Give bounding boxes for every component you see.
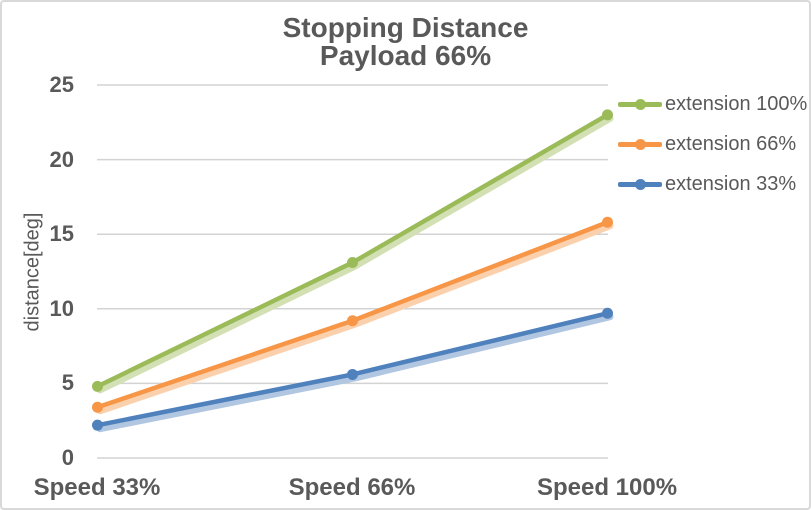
legend-line-dot-icon xyxy=(618,98,662,110)
data-point-marker xyxy=(347,368,358,380)
legend-item-extension-100: extension 100% xyxy=(618,84,809,124)
y-tick-label-25: 25 xyxy=(49,72,74,97)
y-tick-label-10: 10 xyxy=(49,296,74,321)
data-point-marker xyxy=(92,419,103,431)
y-tick-label-15: 15 xyxy=(49,221,74,246)
chart-title-line2: Payload 66% xyxy=(319,40,492,71)
legend-line-dot-icon xyxy=(618,138,662,150)
legend-label: extension 33% xyxy=(665,172,797,195)
x-tick-label-speed-33: Speed 33% xyxy=(33,474,161,501)
data-point-marker xyxy=(602,216,613,228)
x-tick-label-speed-66: Speed 66% xyxy=(288,474,416,501)
legend-line-dot-icon xyxy=(618,178,662,190)
legend: extension 100% extension 66% extension 3… xyxy=(618,84,809,204)
data-point-marker xyxy=(92,401,103,413)
data-point-marker xyxy=(92,380,103,392)
chart-title: Stopping Distance Payload 66% xyxy=(2,14,809,70)
x-tick-label-speed-100: Speed 100% xyxy=(536,474,678,501)
y-tick-label-0: 0 xyxy=(61,445,74,470)
data-point-marker xyxy=(347,315,358,327)
legend-label: extension 66% xyxy=(665,132,797,155)
legend-label: extension 100% xyxy=(665,92,808,115)
legend-item-extension-33: extension 33% xyxy=(618,164,809,204)
data-point-marker xyxy=(347,257,358,269)
y-tick-label-5: 5 xyxy=(61,370,74,395)
data-point-marker xyxy=(602,307,613,319)
chart-title-line1: Stopping Distance xyxy=(282,12,529,43)
legend-item-extension-66: extension 66% xyxy=(618,124,809,164)
data-point-marker xyxy=(602,109,613,121)
y-tick-label-20: 20 xyxy=(49,147,74,172)
